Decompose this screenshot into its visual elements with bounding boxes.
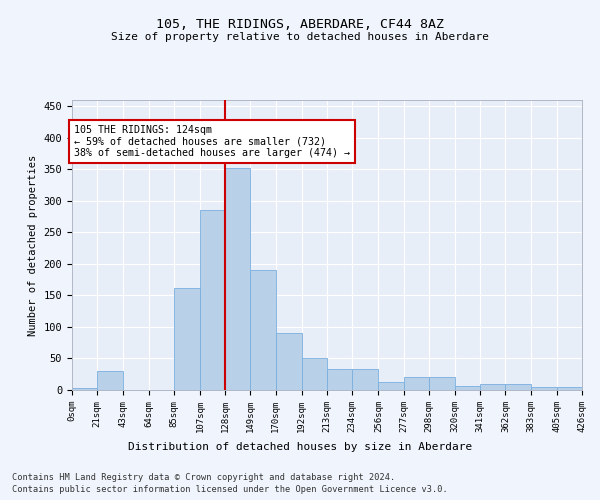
Y-axis label: Number of detached properties: Number of detached properties — [28, 154, 38, 336]
Bar — [480, 384, 505, 390]
Text: Contains HM Land Registry data © Crown copyright and database right 2024.: Contains HM Land Registry data © Crown c… — [12, 472, 395, 482]
Bar — [557, 387, 582, 390]
Bar — [275, 334, 302, 390]
Bar — [97, 371, 124, 390]
Bar — [530, 387, 557, 390]
Bar — [250, 270, 275, 390]
Bar — [352, 369, 379, 390]
Bar — [404, 378, 429, 390]
Bar — [455, 386, 480, 390]
Text: Contains public sector information licensed under the Open Government Licence v3: Contains public sector information licen… — [12, 485, 448, 494]
Text: Size of property relative to detached houses in Aberdare: Size of property relative to detached ho… — [111, 32, 489, 42]
Bar — [225, 168, 250, 390]
Bar — [302, 358, 327, 390]
Bar — [505, 384, 530, 390]
Bar — [174, 288, 200, 390]
Bar — [379, 382, 404, 390]
Bar — [72, 388, 97, 390]
Bar — [429, 378, 455, 390]
Bar — [327, 369, 352, 390]
Text: Distribution of detached houses by size in Aberdare: Distribution of detached houses by size … — [128, 442, 472, 452]
Text: 105 THE RIDINGS: 124sqm
← 59% of detached houses are smaller (732)
38% of semi-d: 105 THE RIDINGS: 124sqm ← 59% of detache… — [74, 125, 350, 158]
Text: 105, THE RIDINGS, ABERDARE, CF44 8AZ: 105, THE RIDINGS, ABERDARE, CF44 8AZ — [156, 18, 444, 30]
Bar — [200, 210, 225, 390]
